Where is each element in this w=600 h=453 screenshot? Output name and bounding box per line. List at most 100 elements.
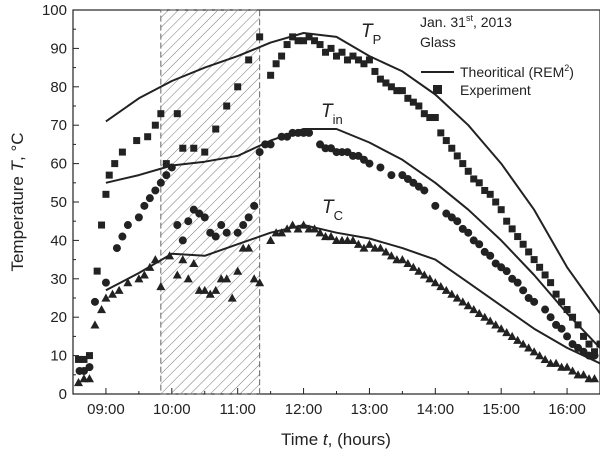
data-point-tc (408, 262, 418, 271)
data-point-tp (558, 298, 566, 306)
data-point-tc (502, 328, 512, 337)
data-point-tin (239, 221, 248, 230)
data-point-tp (234, 83, 242, 91)
data-point-tin (563, 332, 572, 341)
data-point-tc (463, 301, 473, 310)
data-point-tin (541, 305, 550, 314)
date-prefix: Jan. 31 (420, 14, 466, 30)
data-point-tc (73, 377, 83, 387)
data-point-tp (294, 37, 302, 45)
data-point-tin (101, 278, 110, 287)
data-point-tc (249, 274, 259, 283)
data-point-tp (133, 137, 141, 145)
data-point-tc (255, 278, 265, 287)
data-point-tp (316, 41, 324, 49)
data-point-tp (74, 355, 82, 363)
data-point-tc (150, 255, 160, 264)
date-sup: st (466, 13, 474, 23)
data-point-tp (508, 225, 516, 233)
data-point-tc (496, 324, 506, 333)
data-point-tp (448, 144, 456, 152)
tc-label-sub: C (334, 208, 343, 223)
x-axis-var: t (323, 430, 329, 449)
data-point-tc (299, 220, 309, 229)
x-tick-label: 09:00 (87, 401, 125, 418)
x-axis-unit: (hours) (337, 430, 391, 449)
legend-line-prefix: Theoritical (REM (460, 64, 564, 80)
data-point-tin (255, 148, 264, 157)
data-point-tin (475, 240, 484, 249)
data-point-tc (590, 374, 600, 383)
data-point-tp (118, 148, 126, 156)
y-tick-label: 80 (50, 79, 67, 96)
data-point-tp (360, 60, 368, 68)
data-point-tc (436, 281, 446, 291)
data-point-tp (305, 33, 313, 41)
data-point-tc (227, 293, 237, 302)
data-point-tin (266, 140, 275, 149)
data-point-tin (90, 297, 99, 306)
data-point-tp (459, 160, 467, 168)
x-tick-label: 13:00 (351, 401, 389, 418)
data-point-tp (151, 121, 159, 129)
data-point-tc (386, 251, 396, 260)
data-point-tc (244, 243, 254, 252)
annotation-material: Glass (420, 34, 456, 50)
series-tin (75, 128, 600, 375)
data-point-tc (403, 258, 413, 268)
y-tick-label: 50 (50, 194, 67, 211)
data-point-tp (547, 279, 555, 287)
data-point-tc (447, 289, 457, 298)
data-point-tin (123, 221, 132, 230)
legend-line-sup: 2 (564, 63, 569, 73)
y-axis: 0 10 20 30 40 50 60 70 80 90 100 (42, 2, 79, 403)
data-point-tin (85, 363, 94, 372)
data-point-tp (398, 87, 406, 95)
data-point-tp (354, 56, 362, 64)
x-tick-label: 11:00 (219, 401, 255, 418)
x-axis-comma: , (328, 430, 337, 449)
data-point-tp (387, 83, 395, 91)
data-point-tp (492, 198, 500, 206)
data-point-tc (353, 239, 363, 248)
data-point-tin (530, 297, 539, 306)
x-axis: 09:00 10:00 11:00 12:00 13:00 14:00 15:00 16:00 (72, 388, 586, 418)
tin-label-sub: in (333, 112, 343, 127)
data-point-tc (293, 224, 303, 233)
data-point-tp (376, 75, 384, 83)
data-point-tc (430, 278, 440, 287)
y-axis-comma: , (8, 152, 27, 161)
data-point-tin (217, 221, 226, 230)
data-point-tc (326, 232, 336, 241)
data-point-tp (530, 256, 538, 264)
y-tick-label: 30 (50, 271, 67, 288)
data-point-tin (211, 232, 220, 241)
data-point-tin (250, 201, 259, 210)
shaded-region (160, 9, 261, 395)
data-point-tc (397, 255, 407, 264)
data-point-tp (80, 355, 88, 363)
data-point-tin (134, 213, 143, 222)
series-label-tc: TC (322, 197, 343, 223)
data-point-tp (585, 340, 593, 348)
legend-line-suffix: ) (569, 64, 574, 80)
data-point-tp (404, 94, 412, 102)
data-point-tp (179, 144, 187, 152)
data-point-tc (165, 251, 175, 260)
data-point-tc (90, 320, 100, 329)
data-point-tp (442, 137, 450, 145)
data-point-tc (101, 293, 111, 302)
data-point-tc (183, 274, 193, 283)
data-point-tin (162, 171, 171, 180)
theory-line-tc (105, 224, 600, 365)
data-point-tc (568, 366, 578, 375)
data-point-tc (348, 235, 358, 244)
data-point-tp (105, 171, 113, 179)
x-tick-label: 15:00 (482, 401, 520, 418)
data-point-tc (579, 370, 589, 379)
data-point-tp (464, 167, 472, 175)
data-point-tin (112, 244, 121, 253)
data-point-tin (294, 128, 303, 137)
data-point-tin (145, 194, 154, 203)
